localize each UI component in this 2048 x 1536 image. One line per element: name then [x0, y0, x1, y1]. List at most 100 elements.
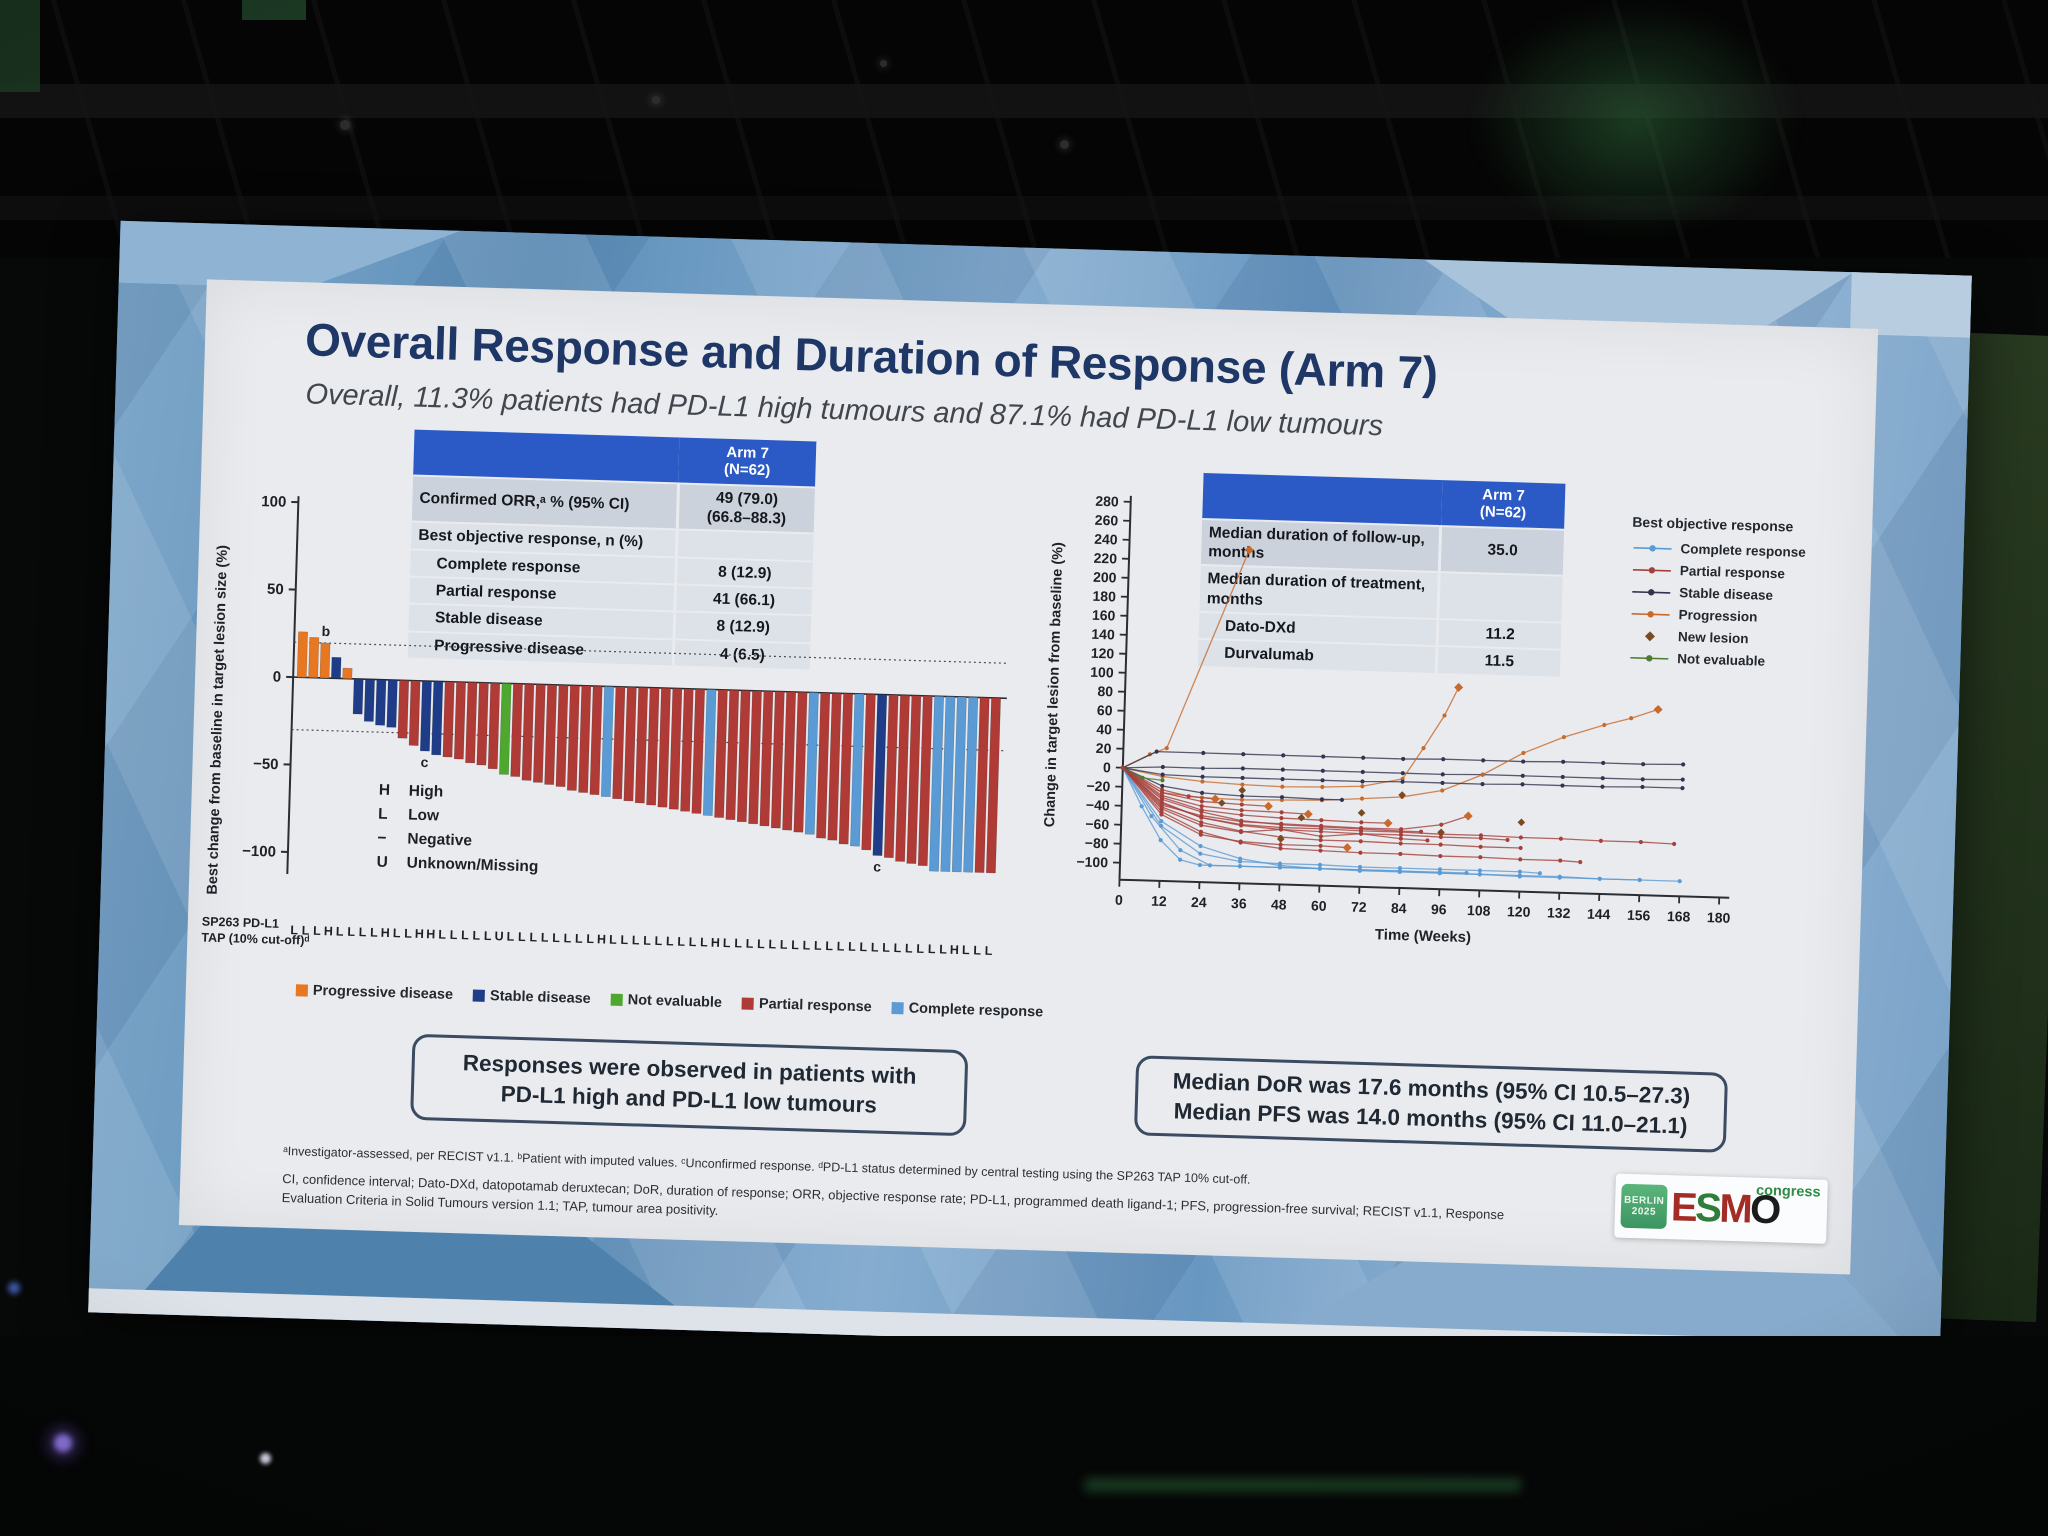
- spider-legend-item: Progression: [1629, 606, 1843, 627]
- svg-text:L: L: [893, 941, 901, 955]
- svg-text:L: L: [552, 931, 560, 945]
- PROG-glyph: [1631, 610, 1670, 618]
- legend-item: Complete response: [891, 1000, 1043, 1020]
- esmo-congress-logo: BERLIN 2025 ESMO congress: [1614, 1173, 1828, 1244]
- svg-text:−100: −100: [1076, 853, 1108, 870]
- svg-text:168: 168: [1667, 908, 1691, 925]
- svg-text:−80: −80: [1085, 835, 1109, 852]
- svg-text:L: L: [450, 928, 458, 942]
- svg-text:120: 120: [1507, 903, 1531, 920]
- svg-text:L: L: [666, 934, 674, 948]
- svg-text:Best change from baseline in t: Best change from baseline in target lesi…: [205, 545, 231, 895]
- svg-text:160: 160: [1092, 607, 1116, 624]
- svg-text:H: H: [324, 924, 333, 938]
- svg-text:L: L: [791, 938, 799, 952]
- svg-text:L: L: [882, 941, 890, 955]
- svg-text:240: 240: [1094, 531, 1118, 548]
- svg-text:108: 108: [1467, 902, 1491, 919]
- svg-text:L: L: [723, 936, 731, 950]
- spider-legend-item: New lesion: [1629, 628, 1843, 649]
- svg-text:L: L: [985, 944, 993, 958]
- svg-text:−100: −100: [242, 843, 276, 861]
- svg-text:50: 50: [267, 581, 284, 598]
- svg-text:L: L: [848, 940, 856, 954]
- svg-text:Unknown/Missing: Unknown/Missing: [406, 855, 538, 876]
- ceiling-truss: [0, 0, 2048, 258]
- svg-text:24: 24: [1191, 894, 1207, 910]
- green-panel-corner: [242, 0, 306, 20]
- svg-text:L: L: [962, 943, 970, 957]
- ceiling-light: [1060, 140, 1069, 149]
- svg-text:20: 20: [1096, 740, 1112, 756]
- svg-text:Low: Low: [408, 807, 440, 825]
- legend-label: Partial response: [758, 996, 872, 1016]
- orr-header-empty: [413, 428, 680, 483]
- spider-legend-item: Complete response: [1631, 540, 1845, 561]
- svg-text:L: L: [393, 926, 401, 940]
- CR-glyph: [1633, 544, 1672, 552]
- hall-floor: [0, 1336, 2048, 1536]
- ceiling-light: [652, 96, 660, 104]
- spider-legend-label: Progression: [1678, 607, 1758, 625]
- SD-glyph: [1632, 588, 1671, 596]
- svg-text:L: L: [871, 940, 879, 954]
- svg-text:L: L: [973, 943, 981, 957]
- dor-note-box: Median DoR was 17.6 months (95% CI 10.5–…: [1133, 1055, 1729, 1153]
- svg-text:120: 120: [1091, 645, 1115, 662]
- spider-legend-item: Partial response: [1631, 562, 1845, 583]
- svg-text:H: H: [381, 926, 390, 940]
- legend-label: Progressive disease: [312, 982, 454, 1003]
- legend-item: Not evaluable: [610, 992, 722, 1011]
- svg-text:L: L: [768, 937, 776, 951]
- svg-text:96: 96: [1431, 901, 1447, 917]
- spider-legend-item: Stable disease: [1630, 584, 1844, 605]
- ceiling-light: [340, 120, 350, 130]
- svg-text:−20: −20: [1086, 778, 1110, 795]
- svg-text:L: L: [609, 933, 617, 947]
- legend-item: Stable disease: [472, 988, 591, 1007]
- svg-text:L: L: [541, 931, 549, 945]
- svg-text:L: L: [928, 942, 936, 956]
- svg-text:−: −: [377, 830, 387, 847]
- svg-text:L: L: [757, 937, 765, 951]
- svg-text:b: b: [321, 623, 330, 639]
- svg-text:L: L: [689, 935, 697, 949]
- svg-text:60: 60: [1311, 897, 1327, 913]
- svg-text:L: L: [643, 934, 651, 948]
- svg-text:H: H: [950, 943, 959, 957]
- svg-text:U: U: [494, 929, 503, 943]
- svg-text:L: L: [575, 932, 583, 946]
- SD-swatch: [472, 989, 486, 1002]
- svg-text:Time (Weeks): Time (Weeks): [1375, 926, 1472, 946]
- green-panel-corner: [0, 0, 40, 92]
- svg-text:48: 48: [1271, 896, 1287, 912]
- spider-chart: Change in target lesion from baseline (%…: [1042, 493, 1731, 946]
- svg-text:L: L: [780, 938, 788, 952]
- spider-legend-title: Best objective response: [1632, 513, 1794, 535]
- svg-text:40: 40: [1096, 721, 1112, 737]
- svg-text:L: L: [370, 925, 378, 939]
- svg-text:L: L: [438, 928, 446, 942]
- blue-light: [8, 1282, 20, 1294]
- presentation-screen: Overall Response and Duration of Respons…: [88, 220, 1972, 1368]
- svg-text:−40: −40: [1086, 797, 1110, 814]
- svg-text:High: High: [409, 783, 444, 801]
- response-note-box: Responses were observed in patients with…: [410, 1033, 969, 1137]
- svg-text:280: 280: [1095, 493, 1119, 510]
- svg-text:L: L: [472, 929, 480, 943]
- svg-text:36: 36: [1231, 895, 1247, 911]
- legend-item: Progressive disease: [295, 982, 454, 1003]
- svg-text:L: L: [404, 927, 412, 941]
- purple-light: [54, 1434, 72, 1452]
- waterfall-legend: Progressive disease Stable disease Not eva…: [295, 982, 1056, 1021]
- svg-text:L: L: [347, 925, 355, 939]
- svg-text:220: 220: [1093, 550, 1117, 567]
- svg-text:140: 140: [1091, 626, 1115, 643]
- spider-legend-label: Stable disease: [1679, 585, 1774, 603]
- legend-label: Complete response: [908, 1000, 1044, 1021]
- spider-legend: Best objective response Complete respons…: [1628, 514, 1847, 678]
- svg-text:L: L: [518, 930, 526, 944]
- svg-text:L: L: [529, 930, 537, 944]
- svg-text:L: L: [745, 937, 753, 951]
- green-wall-glow: [1470, 0, 1800, 240]
